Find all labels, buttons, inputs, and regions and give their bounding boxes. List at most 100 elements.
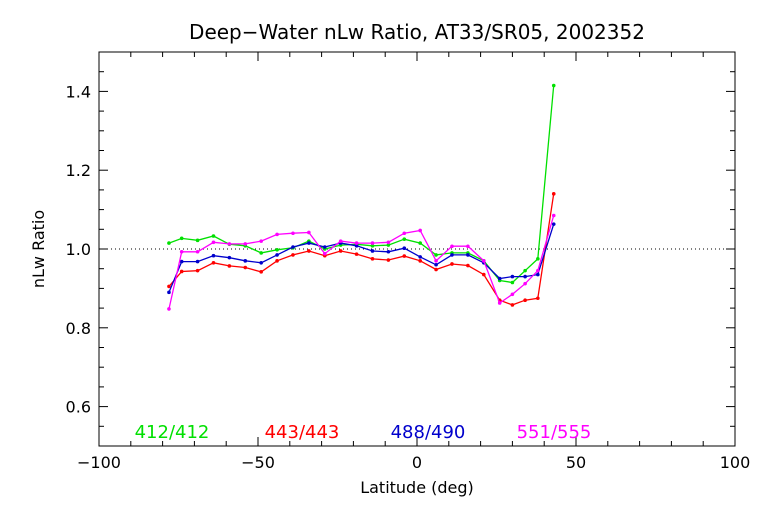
data-point [195, 259, 200, 264]
y-tick-label: 0.6 [66, 398, 91, 417]
data-point [275, 259, 279, 263]
data-point [354, 252, 359, 256]
data-point [497, 301, 502, 305]
data-point [291, 245, 295, 249]
data-point [227, 255, 232, 260]
data-point [354, 241, 359, 245]
data-point [481, 272, 486, 277]
data-point [291, 253, 295, 257]
data-point [551, 213, 556, 218]
series-line [168, 224, 555, 293]
y-tick-label: 1.0 [66, 240, 91, 259]
data-point [167, 284, 171, 289]
data-point [551, 192, 556, 196]
data-point [370, 241, 375, 245]
series-line [168, 85, 555, 284]
data-point [536, 296, 540, 301]
data-point [450, 262, 454, 266]
data-point [418, 255, 422, 259]
data-point [275, 232, 279, 237]
data-point [338, 239, 343, 243]
data-point [536, 257, 540, 261]
data-point [497, 276, 502, 281]
data-point [370, 257, 375, 261]
data-point [434, 259, 438, 263]
data-point [510, 292, 515, 297]
y-tick-label: 1.4 [66, 82, 91, 101]
data-point [523, 268, 527, 273]
data-point [418, 259, 422, 263]
data-point [386, 240, 391, 245]
x-tick-label: −50 [241, 453, 275, 472]
data-point [211, 260, 216, 265]
data-point [510, 303, 515, 307]
chart-title: Deep−Water nLw Ratio, AT33/SR05, 2002352 [189, 20, 645, 44]
data-point [434, 267, 438, 272]
series-1 [167, 83, 556, 285]
legend-label: 551/555 [517, 422, 592, 443]
data-point [386, 249, 391, 254]
data-point [370, 244, 375, 248]
data-point [211, 253, 216, 258]
data-point [195, 238, 200, 243]
data-point [536, 268, 540, 273]
data-point [402, 254, 407, 258]
data-point [307, 249, 311, 253]
data-point [307, 241, 311, 245]
data-point [243, 242, 248, 246]
data-point [466, 244, 470, 249]
data-point [179, 269, 184, 274]
data-point [450, 244, 454, 249]
data-point [510, 280, 515, 285]
data-point [322, 251, 327, 256]
data-point [402, 246, 407, 251]
axis-ticks: −100 −50 0 50 100 0.6 0.8 1.0 1.2 1.4 [66, 52, 751, 472]
data-point [259, 260, 263, 265]
series-layer [167, 83, 556, 311]
data-point [523, 298, 527, 303]
data-point [354, 244, 359, 248]
data-point [370, 249, 375, 253]
data-point [275, 253, 279, 257]
series-2 [167, 192, 556, 307]
data-point [386, 243, 391, 247]
legend-label: 488/490 [391, 422, 466, 443]
data-point [179, 259, 184, 264]
data-point [466, 263, 470, 268]
data-point [211, 240, 216, 245]
data-point [179, 236, 184, 241]
data-point [167, 290, 171, 295]
x-tick-label: −100 [77, 453, 121, 472]
data-point [402, 231, 407, 236]
legend-label: 412/412 [135, 422, 210, 443]
data-point [322, 245, 327, 249]
x-tick-label: 0 [412, 453, 422, 472]
data-point [259, 251, 263, 255]
data-point [466, 253, 470, 257]
data-point [386, 258, 391, 262]
legend-label: 443/443 [265, 422, 340, 443]
data-point [523, 281, 527, 286]
series-4 [167, 213, 556, 311]
x-tick-label: 100 [720, 453, 751, 472]
data-point [243, 259, 248, 263]
series-3 [167, 222, 556, 295]
series-line [168, 215, 555, 310]
data-point [418, 228, 422, 233]
data-point [510, 274, 515, 279]
data-point [307, 230, 311, 235]
data-point [523, 274, 527, 279]
data-point [243, 265, 248, 270]
data-point [551, 83, 556, 88]
x-tick-label: 50 [566, 453, 586, 472]
data-point [195, 249, 200, 254]
legend: 412/412 443/443 488/490 551/555 [135, 422, 592, 443]
data-point [434, 253, 438, 257]
data-point [211, 234, 216, 238]
data-point [418, 241, 422, 245]
data-point [227, 242, 232, 246]
data-point [434, 262, 438, 267]
x-axis-label: Latitude (deg) [360, 478, 474, 497]
data-point [167, 241, 171, 245]
